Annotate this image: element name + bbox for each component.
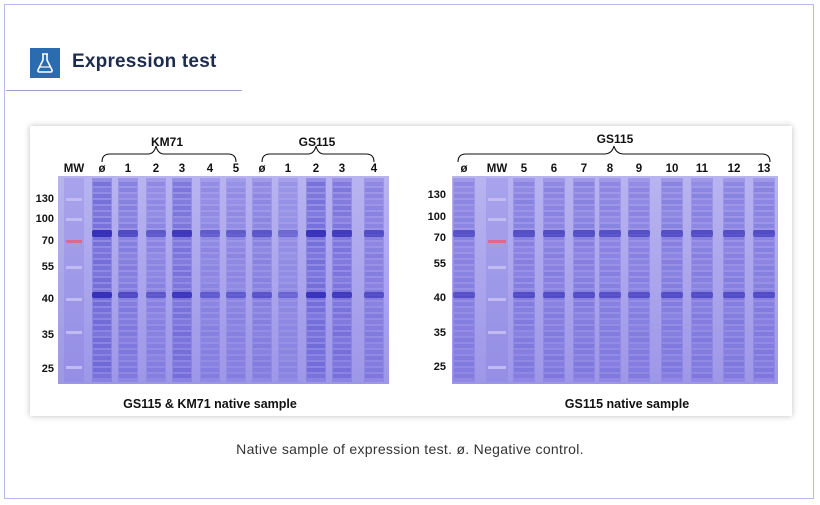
left-lane-label: MW bbox=[64, 163, 85, 175]
bracket-km71 bbox=[101, 145, 237, 163]
right-mw-marker: 25 bbox=[434, 361, 446, 373]
group-label-gs115-right: GS115 bbox=[597, 132, 634, 146]
sample-lane bbox=[200, 178, 220, 382]
group-label-km71: KM71 bbox=[151, 135, 183, 149]
sample-lane bbox=[661, 178, 683, 382]
left-lane-label: ø bbox=[258, 163, 265, 175]
right-lane-label: 7 bbox=[581, 163, 587, 175]
right-lane-label: ø bbox=[460, 163, 467, 175]
sample-lane bbox=[753, 178, 775, 382]
left-mw-marker: 70 bbox=[42, 235, 54, 247]
sample-lane bbox=[453, 178, 475, 382]
left-mw-marker: 40 bbox=[42, 293, 54, 305]
group-label-gs115-left: GS115 bbox=[299, 135, 336, 149]
left-lane-label: 5 bbox=[233, 163, 240, 175]
figure-caption: Native sample of expression test. ø. Neg… bbox=[236, 441, 584, 457]
sample-lane bbox=[226, 178, 246, 382]
sample-lane bbox=[364, 178, 384, 382]
sample-lane bbox=[543, 178, 565, 382]
right-mw-marker: 130 bbox=[428, 189, 446, 201]
left-lane-label: 1 bbox=[125, 163, 132, 175]
right-gel bbox=[452, 176, 778, 384]
left-lane-label: ø bbox=[98, 163, 105, 175]
left-lane-label: 3 bbox=[339, 163, 345, 175]
right-mw-marker: 70 bbox=[434, 232, 446, 244]
sample-lane bbox=[118, 178, 138, 382]
sample-lane bbox=[573, 178, 595, 382]
right-mw-marker: 35 bbox=[434, 327, 446, 339]
sample-lane bbox=[628, 178, 650, 382]
left-lane-label: 3 bbox=[179, 163, 185, 175]
sample-lane bbox=[691, 178, 713, 382]
sample-lane bbox=[146, 178, 166, 382]
left-lane-label: 1 bbox=[285, 163, 292, 175]
sample-lane bbox=[252, 178, 272, 382]
left-mw-marker: 55 bbox=[42, 261, 54, 273]
right-lane-label: 11 bbox=[696, 163, 709, 175]
mw-ladder-lane bbox=[64, 178, 84, 382]
gel-image: KM71 GS115 MW ø 1 2 3 4 5 ø 1 2 3 4 130100705540352… bbox=[36, 132, 778, 411]
title-divider bbox=[6, 90, 242, 91]
mw-ladder-lane bbox=[486, 178, 508, 382]
sample-lane bbox=[278, 178, 298, 382]
right-lane-label: 10 bbox=[666, 163, 679, 175]
left-lane-label: 2 bbox=[313, 163, 319, 175]
left-mw-marker: 100 bbox=[36, 213, 54, 225]
content-frame bbox=[4, 4, 814, 499]
sample-lane bbox=[332, 178, 352, 382]
sample-lane bbox=[306, 178, 326, 382]
left-lane-label: 4 bbox=[207, 163, 214, 175]
right-lane-label: 8 bbox=[607, 163, 614, 175]
right-lane-label: 5 bbox=[521, 163, 528, 175]
sample-lane bbox=[172, 178, 192, 382]
right-lane-label: 9 bbox=[636, 163, 642, 175]
bracket-gs115-right bbox=[457, 145, 771, 163]
sample-lane bbox=[92, 178, 112, 382]
right-mw-marker: 40 bbox=[434, 292, 446, 304]
right-lane-label: 6 bbox=[551, 163, 557, 175]
right-lane-label: MW bbox=[487, 163, 508, 175]
left-mw-marker: 130 bbox=[36, 193, 54, 205]
left-mw-marker: 25 bbox=[42, 363, 54, 375]
left-panel-footer: GS115 & KM71 native sample bbox=[123, 397, 297, 411]
gel-figure: KM71 GS115 MW ø 1 2 3 4 5 ø 1 2 3 4 130 100 70 55 40 35 2… bbox=[30, 126, 792, 416]
right-lane-label: 12 bbox=[728, 163, 741, 175]
sample-lane bbox=[599, 178, 621, 382]
right-mw-marker: 55 bbox=[434, 258, 446, 270]
right-panel-footer: GS115 native sample bbox=[565, 397, 689, 411]
left-lane-label: 4 bbox=[371, 163, 378, 175]
flask-icon bbox=[30, 48, 60, 78]
right-mw-marker: 100 bbox=[428, 211, 446, 223]
right-lane-label: 13 bbox=[758, 163, 771, 175]
sample-lane bbox=[513, 178, 535, 382]
bracket-gs115-left bbox=[261, 145, 375, 163]
left-lane-label: 2 bbox=[153, 163, 159, 175]
left-mw-marker: 35 bbox=[42, 329, 54, 341]
section-title: Expression test bbox=[72, 51, 217, 72]
sample-lane bbox=[723, 178, 745, 382]
